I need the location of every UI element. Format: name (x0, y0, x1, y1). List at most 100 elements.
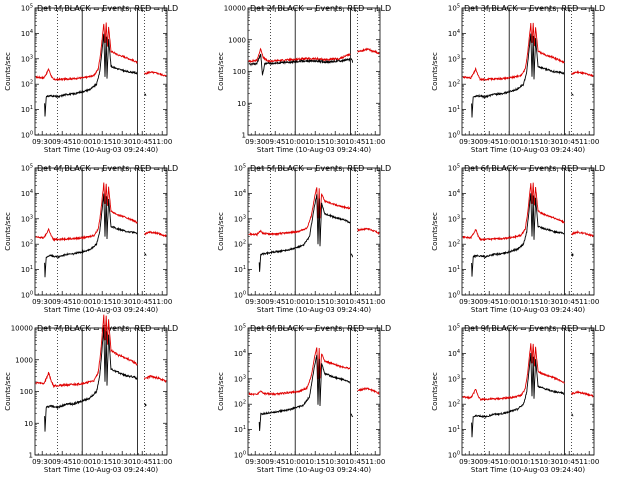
y-tick-label: 103 (448, 54, 460, 63)
x-tick-label: 10:00 (72, 138, 92, 146)
chart-panel-6: Det 6f BLACK = Events, RED = LLD 100 101 10… (427, 160, 640, 320)
x-tick-label: 10:30 (112, 298, 132, 306)
x-tick-label: 11:00 (152, 138, 172, 146)
y-tick-label: 104 (448, 349, 460, 358)
y-axis-label: Counts/sec (4, 212, 12, 251)
x-axis-label: Start Time (10-Aug-03 09:24:40) (471, 466, 585, 474)
x-tick-label: 09:30 (245, 458, 265, 466)
y-tick-label: 101 (448, 265, 460, 274)
chart-panel-1: Det 1f BLACK = Events, RED = LLD 100 101 10… (0, 0, 213, 160)
x-tick-label: 10:15 (519, 298, 539, 306)
x-tick-label: 09:30 (459, 138, 479, 146)
y-tick-exponent: 0 (457, 291, 460, 297)
y-tick-exponent: 1 (243, 425, 246, 431)
series-events-line-tail (144, 93, 147, 97)
x-tick-label: 10:45 (345, 458, 365, 466)
series-lld-line-tail (571, 70, 594, 77)
y-tick-exponent: 2 (457, 80, 460, 86)
x-tick-label: 09:30 (459, 298, 479, 306)
y-axis-label: Counts/sec (431, 212, 439, 251)
y-axis-label: Counts/sec (4, 52, 12, 91)
x-tick-label: 10:45 (132, 458, 152, 466)
y-tick-label: 103 (234, 214, 246, 223)
y-axis-label: Counts/sec (217, 212, 225, 251)
chart-panel-5: Det 5f BLACK = Events, RED = LLD 100 101 10… (213, 160, 426, 320)
y-tick-label: 1 (29, 452, 33, 460)
x-tick-label: 09:45 (52, 458, 72, 466)
x-tick-label: 10:30 (325, 458, 345, 466)
y-tick-exponent: 2 (457, 400, 460, 406)
y-tick-exponent: 4 (30, 189, 33, 195)
chart-svg: Det 2f BLACK = Events, RED = LLD 1 10 100 10… (217, 4, 391, 154)
x-axis-label: Start Time (10-Aug-03 09:24:40) (257, 146, 371, 154)
y-tick-label: 1000 (15, 356, 33, 364)
plot-frame (461, 167, 595, 296)
y-tick-exponent: 1 (457, 105, 460, 111)
y-tick-exponent: 0 (457, 131, 460, 137)
y-axis-label: Counts/sec (4, 372, 12, 411)
x-tick-label: 09:30 (32, 458, 52, 466)
x-tick-label: 10:00 (285, 138, 305, 146)
x-tick-label: 10:15 (519, 138, 539, 146)
x-tick-label: 10:00 (499, 298, 519, 306)
series-lld-line (248, 187, 351, 237)
y-tick-label: 101 (234, 265, 246, 274)
series-lld-line (248, 47, 351, 64)
y-tick-exponent: 2 (243, 400, 246, 406)
series-events-line (44, 193, 138, 278)
x-tick-label: 11:00 (152, 298, 172, 306)
chart-panel-9: Det 9f BLACK = Events, RED = LLD 100 101 10… (427, 320, 640, 480)
series-events-line (258, 194, 351, 272)
y-tick-exponent: 0 (243, 451, 246, 457)
plot-frame (247, 327, 381, 456)
y-tick-label: 105 (448, 324, 460, 333)
y-tick-label: 104 (21, 189, 33, 198)
y-tick-label: 102 (448, 240, 460, 249)
series-events-line-tail (350, 58, 354, 63)
chart-panel-4: Det 4f BLACK = Events, RED = LLD 100 101 10… (0, 160, 213, 320)
x-tick-label: 10:15 (519, 458, 539, 466)
y-tick-label: 100 (21, 131, 33, 140)
y-tick-label: 103 (21, 54, 33, 63)
x-tick-label: 11:00 (365, 138, 385, 146)
chart-title: Det 9f BLACK = Events, RED = LLD (464, 324, 605, 333)
x-tick-label: 10:45 (132, 138, 152, 146)
y-tick-label: 105 (21, 4, 33, 13)
x-tick-label: 09:45 (52, 138, 72, 146)
series-lld-line-tail (144, 374, 167, 383)
x-axis-label: Start Time (10-Aug-03 09:24:40) (471, 146, 585, 154)
y-tick-exponent: 3 (30, 54, 33, 60)
y-tick-exponent: 5 (457, 164, 460, 170)
x-tick-label: 09:45 (265, 138, 285, 146)
series-events-line-tail (571, 252, 574, 258)
x-tick-label: 10:45 (559, 298, 579, 306)
x-tick-label: 10:00 (72, 458, 92, 466)
series-events-line (248, 53, 351, 76)
x-tick-label: 10:30 (112, 458, 132, 466)
x-axis-label: Start Time (10-Aug-03 09:24:40) (257, 306, 371, 314)
y-tick-exponent: 5 (457, 324, 460, 330)
x-tick-label: 09:30 (32, 298, 52, 306)
x-tick-label: 11:00 (365, 458, 385, 466)
plot-frame (247, 7, 381, 136)
x-tick-label: 10:30 (325, 298, 345, 306)
y-tick-label: 102 (234, 240, 246, 249)
plot-frame (461, 327, 595, 456)
chart-svg: Det 6f BLACK = Events, RED = LLD10010110… (431, 164, 605, 315)
y-tick-label: 102 (448, 400, 460, 409)
series-lld-line-tail (144, 230, 167, 238)
x-tick-label: 10:00 (285, 458, 305, 466)
chart-svg: Det 1f BLACK = Events, RED = LLD10010110… (4, 4, 178, 155)
y-tick-exponent: 3 (243, 214, 246, 220)
series-lld-line-tail (571, 390, 594, 398)
y-tick-exponent: 1 (243, 265, 246, 271)
y-tick-exponent: 3 (30, 214, 33, 220)
x-tick-label: 11:00 (579, 138, 599, 146)
x-tick-label: 10:30 (539, 298, 559, 306)
x-tick-label: 10:15 (305, 298, 325, 306)
x-tick-label: 10:30 (539, 458, 559, 466)
chart-panel-2: Det 2f BLACK = Events, RED = LLD 1 10 100 10… (213, 0, 426, 160)
y-tick-label: 1 (242, 132, 246, 140)
y-tick-exponent: 4 (457, 189, 460, 195)
